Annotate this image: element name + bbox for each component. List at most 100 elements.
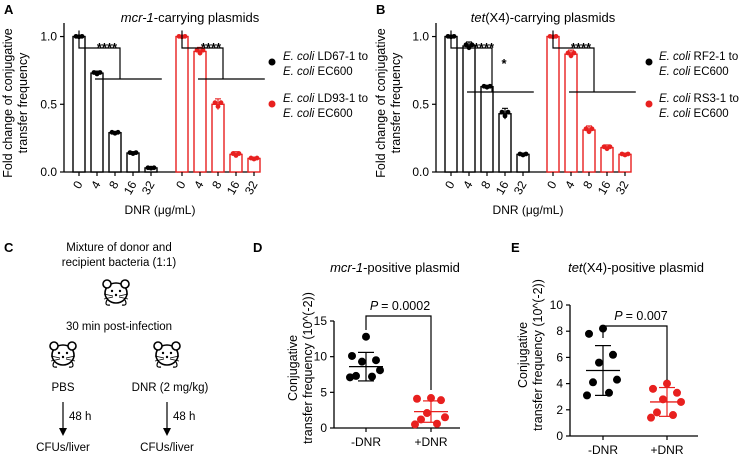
data-point bbox=[589, 378, 597, 387]
panel-e-title-rest: (X4)-positive plasmid bbox=[583, 260, 704, 275]
y-tick-label: 0 bbox=[556, 429, 563, 443]
panel-letter-c: C bbox=[4, 240, 14, 255]
mouse-icon-left bbox=[49, 341, 77, 368]
data-point bbox=[613, 375, 621, 384]
legend-a-red-line2: E. coli EC600 bbox=[283, 108, 353, 120]
y-tick-label: 2 bbox=[556, 403, 563, 417]
data-point bbox=[565, 50, 571, 56]
panel-d-title-rest: -positive plasmid bbox=[363, 260, 460, 275]
data-point bbox=[505, 109, 511, 115]
data-point bbox=[605, 388, 613, 397]
arrow-left-head bbox=[59, 428, 67, 436]
diagram-right-time: 48 h bbox=[173, 411, 195, 423]
legend-a-red-line1: E. coli LD93-1 to bbox=[283, 93, 368, 105]
data-point bbox=[647, 413, 655, 422]
x-tick-label: 16 bbox=[121, 178, 140, 197]
panel-b-title-rest: (X4)-carrying plasmids bbox=[485, 10, 616, 25]
data-point bbox=[669, 411, 677, 420]
panel-b-ylabel-2: transfer frequency bbox=[389, 52, 403, 153]
arrow-right-head bbox=[163, 428, 171, 436]
data-point bbox=[585, 329, 593, 338]
data-point bbox=[571, 50, 577, 56]
x-tick-label: -DNR bbox=[351, 435, 381, 449]
data-point bbox=[607, 144, 613, 150]
bar bbox=[600, 146, 614, 173]
data-point bbox=[427, 394, 435, 403]
data-point bbox=[583, 391, 591, 400]
legend-marker-black bbox=[268, 58, 276, 66]
panel-a-chart: mcr-1-carrying plasmids Fold change of c… bbox=[1, 10, 368, 217]
data-point bbox=[376, 366, 384, 375]
data-point bbox=[487, 83, 493, 89]
x-tick-label: +DNR bbox=[414, 435, 447, 449]
x-tick-label: +DNR bbox=[650, 443, 683, 457]
data-point bbox=[218, 100, 224, 106]
panel-e-title: tet(X4)-positive plasmid bbox=[568, 260, 704, 275]
data-point bbox=[433, 419, 441, 428]
data-point bbox=[348, 351, 356, 360]
panel-e-ylabel-2: transfer frequency (10^(-2)) bbox=[531, 279, 545, 431]
p-bracket bbox=[365, 315, 432, 390]
y-tick-label: 8 bbox=[556, 324, 563, 338]
data-point bbox=[437, 396, 445, 405]
data-point bbox=[346, 373, 354, 382]
panel-b-title: tet(X4)-carrying plasmids bbox=[471, 10, 616, 25]
data-point bbox=[151, 165, 157, 171]
y-tick-label: 15 bbox=[314, 314, 328, 328]
data-point bbox=[568, 53, 574, 59]
diagram-right-label: DNR (2 mg/kg) bbox=[132, 382, 209, 394]
data-point bbox=[254, 155, 260, 161]
panel-a-legend: E. coli LD67-1 to E. coli EC600 E. coli … bbox=[268, 51, 368, 120]
y-tick-label: 0 bbox=[320, 421, 327, 435]
data-point bbox=[236, 151, 242, 156]
data-point bbox=[595, 358, 603, 367]
panel-b-chart: tet(X4)-carrying plasmids Fold change of… bbox=[374, 10, 739, 217]
diagram-left-label: PBS bbox=[51, 382, 74, 394]
x-tick-label: 0 bbox=[173, 178, 189, 191]
y-tick-label: 1.0 bbox=[40, 30, 57, 44]
data-point bbox=[673, 388, 681, 397]
data-point bbox=[133, 150, 139, 156]
bar bbox=[462, 45, 476, 173]
panel-d-pvalue: P = 0.0002 bbox=[370, 299, 430, 313]
y-tick-label: 10 bbox=[550, 298, 564, 312]
y-tick-label: 1.0 bbox=[412, 30, 429, 44]
x-tick-label: 8 bbox=[209, 178, 225, 191]
data-point bbox=[212, 100, 218, 106]
data-point bbox=[523, 151, 529, 157]
legend-marker-black bbox=[645, 58, 653, 66]
data-point bbox=[463, 42, 469, 48]
x-tick-label: 16 bbox=[493, 178, 512, 197]
x-tick-label: 0 bbox=[442, 178, 458, 191]
y-tick-label: 6 bbox=[556, 350, 563, 364]
panel-b-legend: E. coli RF2-1 to E. coli EC600 E. coli R… bbox=[645, 51, 739, 120]
diagram-line2: recipient bacteria (1:1) bbox=[62, 257, 177, 269]
bar bbox=[175, 35, 189, 173]
data-point bbox=[499, 109, 505, 115]
panel-letter-d: D bbox=[253, 240, 262, 255]
x-tick-label: 4 bbox=[88, 178, 104, 191]
bar bbox=[444, 35, 458, 173]
x-tick-label: 0 bbox=[70, 178, 86, 191]
x-tick-label: 32 bbox=[139, 178, 158, 197]
data-point bbox=[372, 356, 380, 365]
p-bracket bbox=[602, 325, 668, 380]
x-tick-label: 32 bbox=[242, 178, 261, 197]
panel-d-ylabel-1: Conjugative bbox=[286, 335, 300, 401]
x-tick-label: 32 bbox=[613, 178, 632, 197]
panel-d-title-italic: mcr-1 bbox=[330, 260, 363, 275]
data-point bbox=[583, 126, 589, 132]
panel-b-xlabel: DNR (μg/mL) bbox=[493, 203, 564, 217]
x-tick-label: 32 bbox=[511, 178, 530, 197]
data-point bbox=[502, 113, 508, 119]
data-point bbox=[200, 47, 206, 53]
data-point bbox=[197, 50, 203, 56]
x-tick-label: 16 bbox=[595, 178, 614, 197]
legend-a-black-line2: E. coli EC600 bbox=[283, 66, 353, 78]
panel-b-ylabel-1: Fold change of conjugative bbox=[374, 28, 388, 177]
data-point bbox=[411, 420, 419, 429]
panel-e-ylabel-1: Conjugative bbox=[516, 322, 530, 388]
y-tick-label: 10 bbox=[314, 350, 328, 364]
bar bbox=[72, 35, 86, 173]
data-point bbox=[362, 332, 370, 341]
